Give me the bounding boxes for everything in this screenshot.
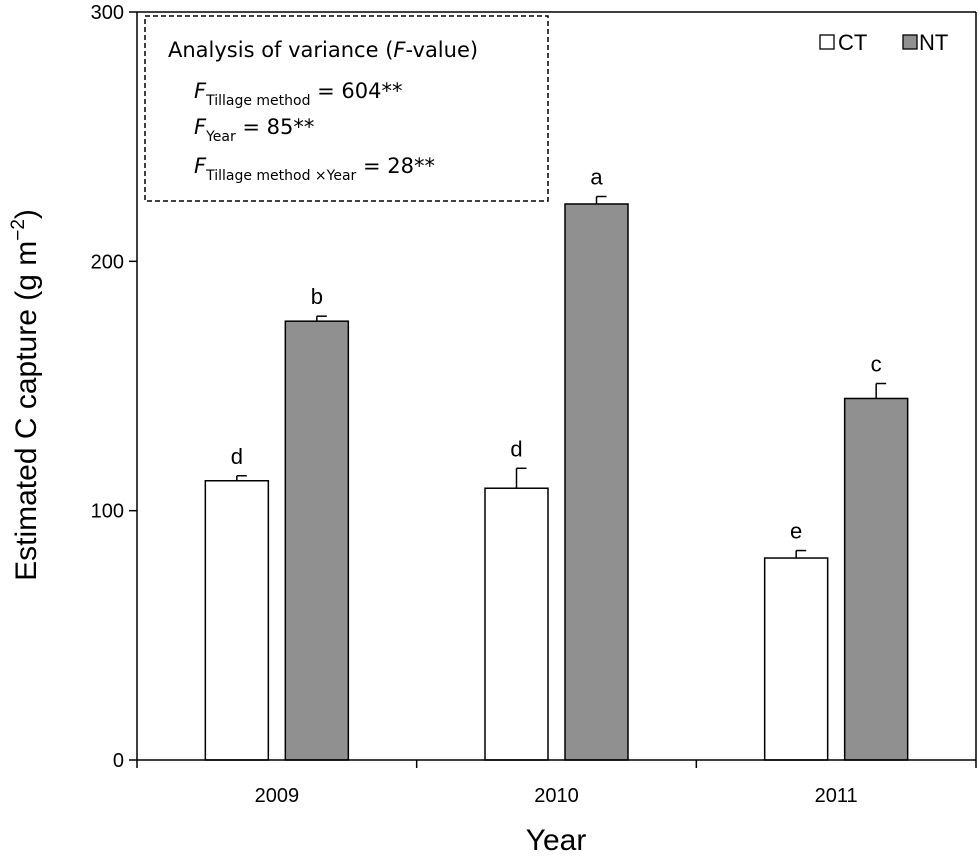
anova-row-value: = 604**: [310, 79, 402, 103]
anova-title-italic: F: [393, 38, 406, 62]
anova-row-f: F: [194, 115, 207, 139]
sig-letter-ct-2011: e: [790, 519, 802, 544]
sig-letter-ct-2010: d: [510, 436, 522, 461]
anova-row-year: FYear = 85**: [194, 115, 314, 145]
sig-letter-nt-2009: b: [311, 284, 323, 309]
x-ticks-group: 2009 2010 2011: [136, 760, 977, 807]
sig-letter-nt-2010: a: [590, 165, 603, 190]
y-tick-label-1: 100: [91, 501, 124, 523]
legend-swatch-nt: [902, 34, 918, 50]
anova-row-value: = 28**: [356, 154, 435, 178]
anova-row-f: F: [194, 79, 207, 103]
x-tick-label-2009: 2009: [255, 785, 300, 807]
anova-title-suffix: -value): [406, 38, 479, 62]
anova-row-value: = 85**: [236, 115, 315, 139]
legend-label-ct: CT: [838, 30, 867, 55]
sig-letter-ct-2009: d: [231, 444, 243, 469]
significance-letters-group: d b d a e c: [231, 165, 882, 544]
anova-box: Analysis of variance (F-value) FTillage …: [144, 15, 549, 202]
legend: CT NT: [819, 30, 948, 55]
plot-area: d b d a e c 0 100 200 300 2009 2010 2011: [91, 2, 977, 807]
anova-row-subscript: Year: [205, 129, 236, 145]
bars-group: [204, 203, 909, 761]
y-ticks-group: 0 100 200 300: [91, 2, 137, 772]
anova-title: Analysis of variance (F-value): [168, 38, 478, 62]
bar-nt-2011: [843, 397, 909, 761]
bar-nt-2010: [564, 203, 629, 761]
bar-ct-2011: [763, 557, 829, 761]
anova-row-f: F: [194, 154, 207, 178]
anova-title-prefix: Analysis of variance (: [168, 38, 393, 62]
anova-row-subscript: Tillage method: [205, 93, 310, 109]
anova-row-subscript: Tillage method ×Year: [205, 168, 356, 184]
y-tick-label-2: 200: [91, 251, 124, 273]
y-tick-label-0: 0: [113, 750, 124, 772]
anova-row-tillage: FTillage method = 604**: [194, 79, 403, 109]
x-tick-label-2011: 2011: [815, 785, 858, 807]
sig-letter-nt-2011: c: [871, 352, 882, 377]
bar-nt-2009: [284, 320, 350, 761]
y-axis-title-main: Estimated C capture (g m: [10, 241, 43, 581]
y-axis-title-superscript: −2: [8, 219, 29, 241]
x-axis-title: Year: [526, 824, 587, 857]
y-axis-title: Estimated C capture (g m−2): [8, 209, 43, 581]
y-axis-title-close: ): [10, 209, 43, 219]
anova-row-interaction: FTillage method ×Year = 28**: [194, 154, 435, 184]
x-tick-label-2010: 2010: [534, 785, 579, 807]
bar-ct-2010: [484, 487, 549, 761]
legend-label-nt: NT: [919, 30, 948, 55]
error-bars-group: [236, 195, 887, 559]
legend-swatch-ct: [819, 34, 835, 50]
bar-ct-2009: [204, 479, 270, 761]
anova-box-border: [144, 15, 549, 202]
y-tick-label-3: 300: [91, 2, 124, 24]
